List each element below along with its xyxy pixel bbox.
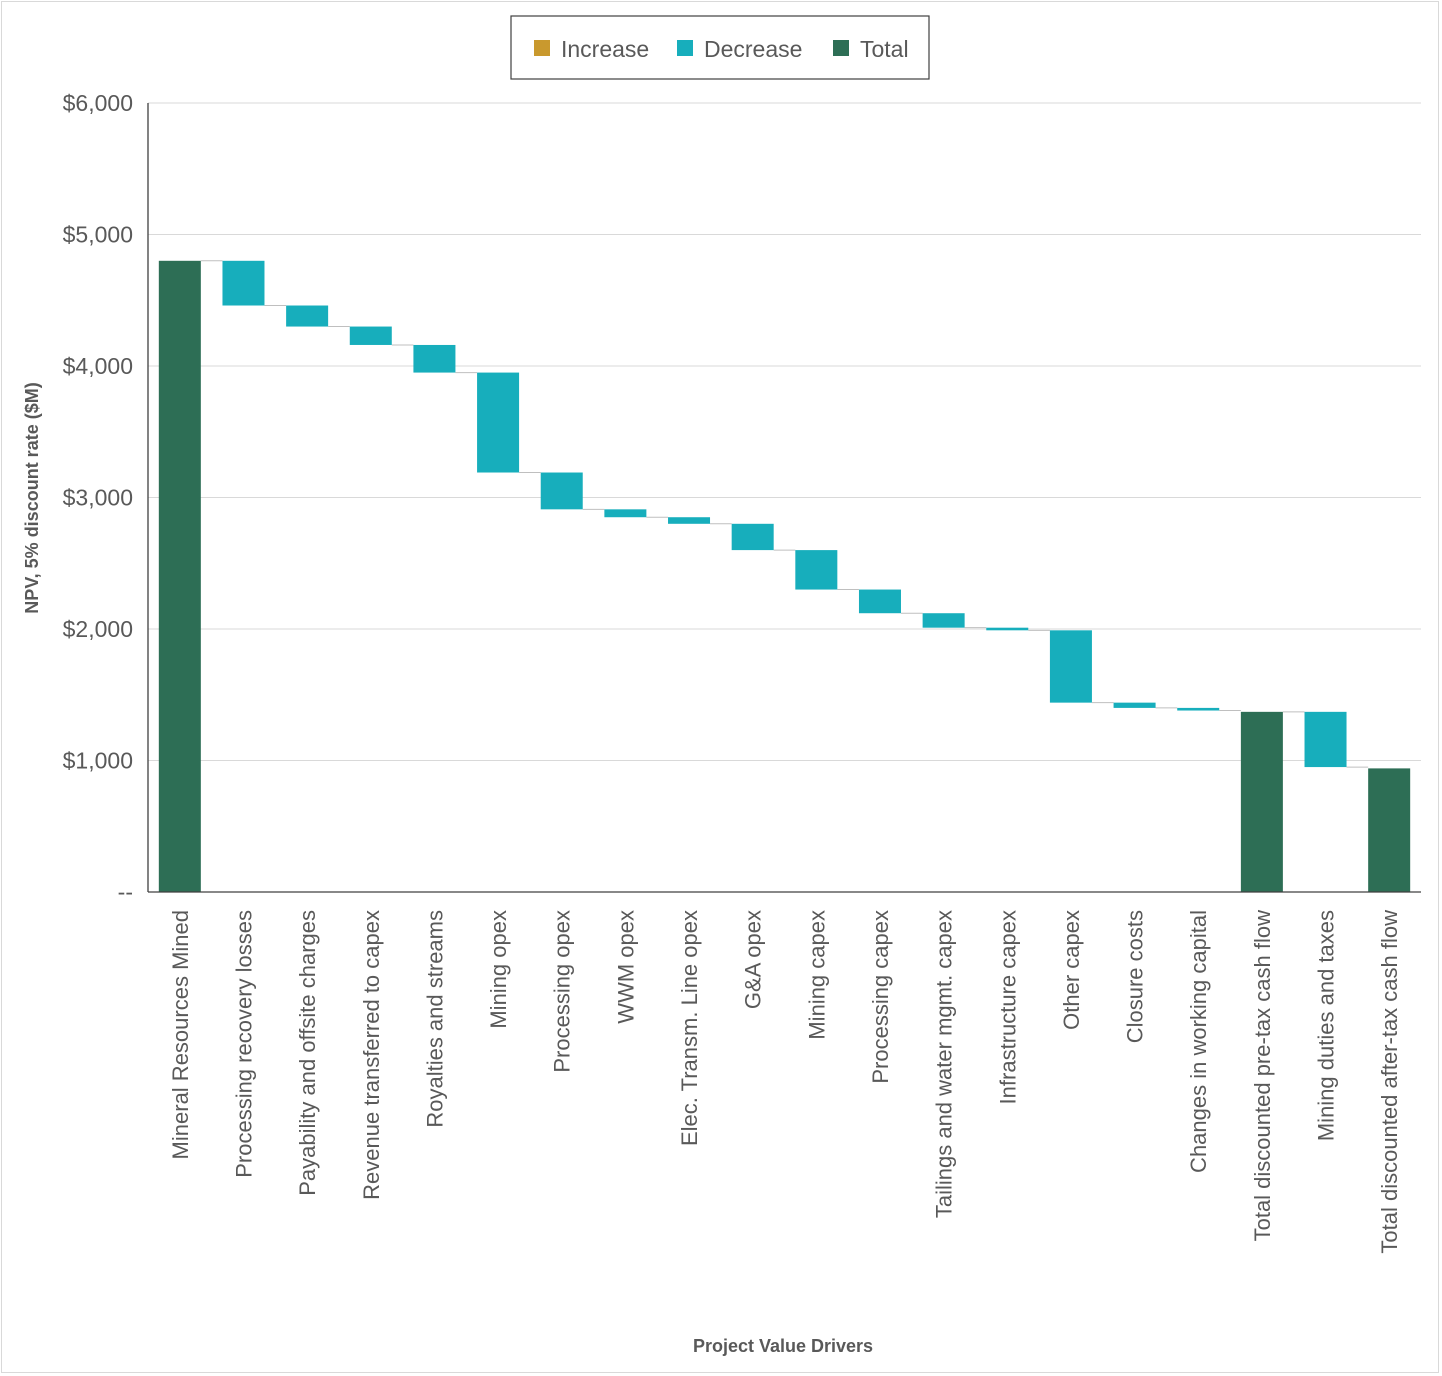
y-tick-label: -- — [118, 879, 133, 905]
bar-decrease — [1113, 702, 1156, 708]
bar-decrease — [413, 344, 456, 373]
bar-decrease — [222, 260, 265, 306]
legend-swatch-decrease — [677, 40, 693, 56]
axes — [147, 103, 1421, 893]
x-axis-title: Project Value Drivers — [693, 1336, 873, 1356]
connectors — [200, 260, 1369, 768]
x-category-label: Closure costs — [1123, 910, 1148, 1043]
bar-decrease — [540, 472, 583, 510]
x-category-label: Total discounted after-tax cash flow — [1377, 910, 1402, 1254]
x-category-labels: Mineral Resources Mined Processing recove… — [168, 910, 1402, 1254]
y-tick-label: $4,000 — [63, 353, 133, 379]
y-tick-label: $3,000 — [63, 485, 133, 511]
x-category-label: Royalties and streams — [422, 910, 447, 1128]
bar-total — [1240, 711, 1283, 892]
bar-decrease — [795, 550, 838, 590]
x-category-label: Elec. Transm. Line opex — [677, 910, 702, 1146]
x-category-label: Mining capex — [804, 910, 829, 1040]
x-category-label: Processing capex — [868, 910, 893, 1084]
bar-total — [1368, 768, 1411, 892]
y-tick-labels: -- $1,000 $2,000 $3,000 $4,000 $5,000 $6,000 — [63, 90, 133, 905]
y-tick-label: $1,000 — [63, 748, 133, 774]
bar-decrease — [349, 326, 392, 345]
x-category-label: Mineral Resources Mined — [168, 910, 193, 1159]
x-category-label: Revenue transferred to capex — [359, 910, 384, 1200]
x-category-label: Changes in working capital — [1186, 910, 1211, 1173]
bar-decrease — [731, 523, 774, 551]
x-category-label: Mining duties and taxes — [1314, 910, 1339, 1141]
bar-decrease — [858, 589, 901, 614]
x-category-label: WWM opex — [613, 910, 638, 1024]
y-tick-label: $2,000 — [63, 616, 133, 642]
legend-box — [510, 15, 930, 80]
legend-swatch-total — [833, 40, 849, 56]
x-category-label: Infrastructure capex — [995, 910, 1020, 1104]
legend-label-total: Total — [860, 36, 909, 62]
bar-decrease — [1304, 711, 1347, 768]
bar-decrease — [922, 613, 965, 628]
bar-decrease — [286, 305, 329, 327]
y-tick-label: $6,000 — [63, 90, 133, 116]
bar-decrease — [604, 509, 647, 518]
y-tick-label: $5,000 — [63, 222, 133, 248]
x-category-label: Total discounted pre-tax cash flow — [1250, 910, 1275, 1242]
gridlines — [148, 102, 1421, 761]
legend: Increase Decrease Total — [510, 15, 930, 80]
legend-label-increase: Increase — [561, 36, 649, 62]
bar-decrease — [1177, 707, 1220, 711]
bar-decrease — [668, 517, 711, 524]
bar-decrease — [986, 627, 1029, 631]
x-category-label: Other capex — [1059, 910, 1084, 1030]
x-category-label: Payability and offsite charges — [295, 910, 320, 1196]
legend-label-decrease: Decrease — [704, 36, 802, 62]
y-axis-title: NPV, 5% discount rate ($M) — [22, 382, 42, 613]
x-category-label: Tailings and water mgmt. capex — [932, 910, 957, 1218]
x-category-label: Mining opex — [486, 910, 511, 1029]
bars — [158, 260, 1411, 892]
legend-swatch-increase — [534, 40, 550, 56]
x-category-label: Processing recovery losses — [231, 910, 256, 1178]
bar-decrease — [1049, 630, 1092, 703]
bar-total — [158, 260, 201, 892]
x-category-label: G&A opex — [741, 910, 766, 1009]
bar-decrease — [477, 372, 520, 473]
x-category-label: Processing opex — [550, 910, 575, 1073]
